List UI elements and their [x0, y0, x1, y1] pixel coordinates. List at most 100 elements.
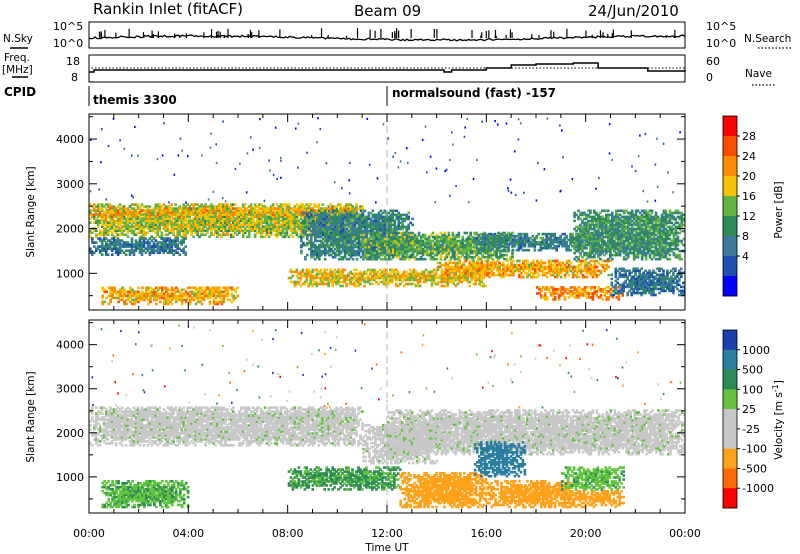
data-cell [247, 231, 251, 235]
data-cell [383, 225, 387, 229]
data-cell [318, 243, 321, 247]
data-cell [394, 235, 397, 239]
data-cell [287, 223, 291, 226]
data-cell [126, 207, 130, 210]
data-cell [327, 215, 330, 218]
data-cell [166, 217, 170, 220]
data-cell [389, 280, 392, 284]
data-cell [275, 231, 279, 235]
data-cell [458, 274, 462, 278]
data-cell [321, 215, 325, 219]
data-cell [140, 237, 144, 240]
data-cell [349, 270, 352, 274]
freq-tick-top: 18 [66, 55, 80, 68]
data-cell [230, 217, 233, 220]
data-cell [414, 278, 418, 282]
data-cell [172, 223, 175, 226]
data-cell [174, 217, 177, 220]
data-cell [475, 233, 478, 237]
data-cell [410, 274, 414, 278]
data-cell [152, 219, 156, 222]
data-cell [337, 227, 340, 230]
data-cell [202, 219, 205, 222]
data-cell [265, 227, 269, 230]
data-cell [320, 225, 323, 229]
data-cell [214, 213, 217, 216]
data-cell [312, 241, 315, 245]
data-cell [98, 215, 102, 218]
data-cell [285, 217, 289, 220]
data-cell [251, 221, 255, 224]
data-cell [295, 223, 299, 226]
data-cell [373, 227, 377, 231]
data-cell [128, 213, 132, 216]
data-cell [407, 257, 411, 261]
data-cell [415, 239, 419, 243]
data-cell [202, 221, 205, 224]
data-cell [122, 211, 126, 214]
data-cell [359, 274, 362, 278]
data-cell [349, 235, 353, 239]
data-cell [390, 251, 393, 255]
data-cell [345, 229, 348, 233]
data-cell [382, 235, 385, 239]
data-cell [304, 255, 307, 259]
data-cell [359, 207, 362, 210]
data-cell [291, 235, 295, 239]
data-cell [104, 229, 108, 233]
data-cell [206, 215, 209, 218]
data-cell [104, 237, 108, 240]
data-cell [240, 215, 243, 218]
data-cell [367, 268, 370, 272]
data-cell [130, 223, 134, 226]
data-cell [154, 221, 158, 224]
data-cell [458, 265, 462, 269]
data-cell [419, 241, 423, 245]
data-cell [245, 217, 249, 220]
data-cell [413, 233, 417, 237]
data-cell [443, 247, 447, 251]
data-cell [413, 239, 417, 243]
data-cell [178, 225, 181, 228]
data-cell [394, 249, 397, 253]
data-cell [385, 268, 388, 272]
data-cell [158, 235, 162, 239]
data-cell [365, 272, 368, 276]
data-cell [379, 215, 383, 219]
data-cell [210, 219, 213, 222]
data-cell [357, 284, 360, 288]
data-cell [321, 237, 325, 241]
data-cell [478, 263, 481, 267]
data-cell [244, 211, 247, 214]
data-cell [102, 205, 106, 208]
data-cell [412, 268, 416, 272]
data-cell [281, 211, 285, 214]
data-cell [146, 231, 150, 235]
data-cell [320, 241, 323, 245]
data-cell [323, 213, 327, 217]
data-cell [399, 213, 402, 217]
data-cell [291, 227, 295, 230]
data-cell [384, 241, 387, 245]
data-cell [343, 205, 346, 208]
data-cell [524, 267, 527, 271]
data-cell [365, 217, 369, 221]
data-cell [214, 207, 217, 210]
data-cell [329, 268, 332, 272]
data-cell [316, 219, 319, 223]
data-cell [349, 249, 353, 253]
data-cell [126, 219, 130, 222]
data-cell [287, 215, 291, 218]
data-cell [331, 215, 335, 219]
data-cell [310, 243, 313, 247]
data-cell [132, 219, 136, 222]
data-cell [441, 247, 445, 251]
data-cell [345, 274, 348, 278]
data-cell [402, 274, 406, 278]
data-cell [190, 225, 193, 228]
data-cell [299, 276, 303, 280]
data-cell [469, 237, 472, 241]
data-cell [380, 233, 383, 237]
data-cell [308, 241, 311, 245]
data-cell [261, 211, 265, 214]
